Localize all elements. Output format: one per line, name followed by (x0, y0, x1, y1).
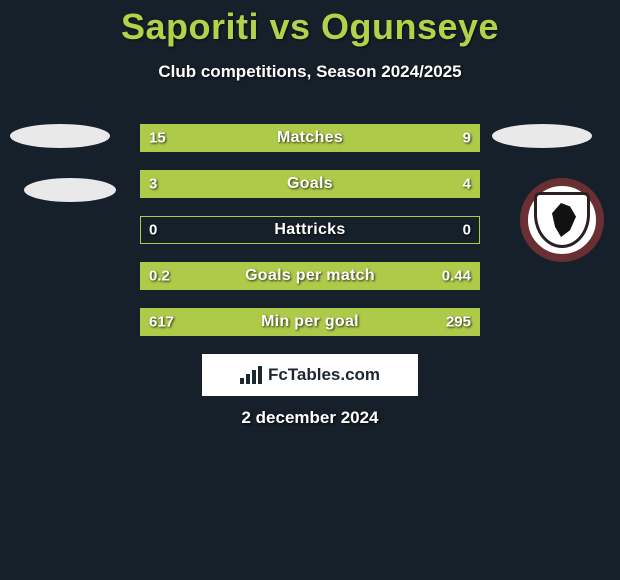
bar-min-per-goal: 617 Min per goal 295 (140, 308, 480, 336)
bar-hattricks-label: Hattricks (274, 221, 345, 239)
bar-goals-fill-left (141, 171, 286, 197)
bar-matches-right-value: 9 (463, 130, 471, 147)
bar-matches-label: Matches (277, 129, 343, 147)
season-subtitle: Club competitions, Season 2024/2025 (0, 62, 620, 82)
player-right-club-badge (520, 178, 604, 262)
bar-goals-left-value: 3 (149, 176, 157, 193)
player-left-avatar-head (10, 124, 110, 148)
bar-chart-icon (240, 366, 262, 384)
bar-hattricks-right-value: 0 (463, 222, 471, 239)
bar-matches: 15 Matches 9 (140, 124, 480, 152)
brand-badge: FcTables.com (202, 354, 418, 396)
brand-text: FcTables.com (268, 365, 380, 385)
bar-goals-label: Goals (287, 175, 333, 193)
player-right-avatar-head (492, 124, 592, 148)
club-badge-icon (534, 192, 590, 248)
snapshot-date: 2 december 2024 (241, 408, 378, 428)
bar-goals-per-match: 0.2 Goals per match 0.44 (140, 262, 480, 290)
comparison-bars: 15 Matches 9 3 Goals 4 0 Hattricks 0 0.2… (140, 124, 480, 354)
bar-min-per-goal-left-value: 617 (149, 314, 174, 331)
bar-goals-per-match-left-value: 0.2 (149, 268, 170, 285)
bar-min-per-goal-label: Min per goal (261, 313, 359, 331)
player-left-avatar-body (24, 178, 116, 202)
bar-hattricks: 0 Hattricks 0 (140, 216, 480, 244)
bar-goals-per-match-right-value: 0.44 (442, 268, 471, 285)
bar-goals-per-match-label: Goals per match (245, 267, 375, 285)
page-title: Saporiti vs Ogunseye (0, 0, 620, 48)
bar-matches-fill-right (352, 125, 479, 151)
bar-matches-left-value: 15 (149, 130, 166, 147)
bar-min-per-goal-right-value: 295 (446, 314, 471, 331)
bar-goals-right-value: 4 (463, 176, 471, 193)
bar-goals: 3 Goals 4 (140, 170, 480, 198)
bar-hattricks-left-value: 0 (149, 222, 157, 239)
